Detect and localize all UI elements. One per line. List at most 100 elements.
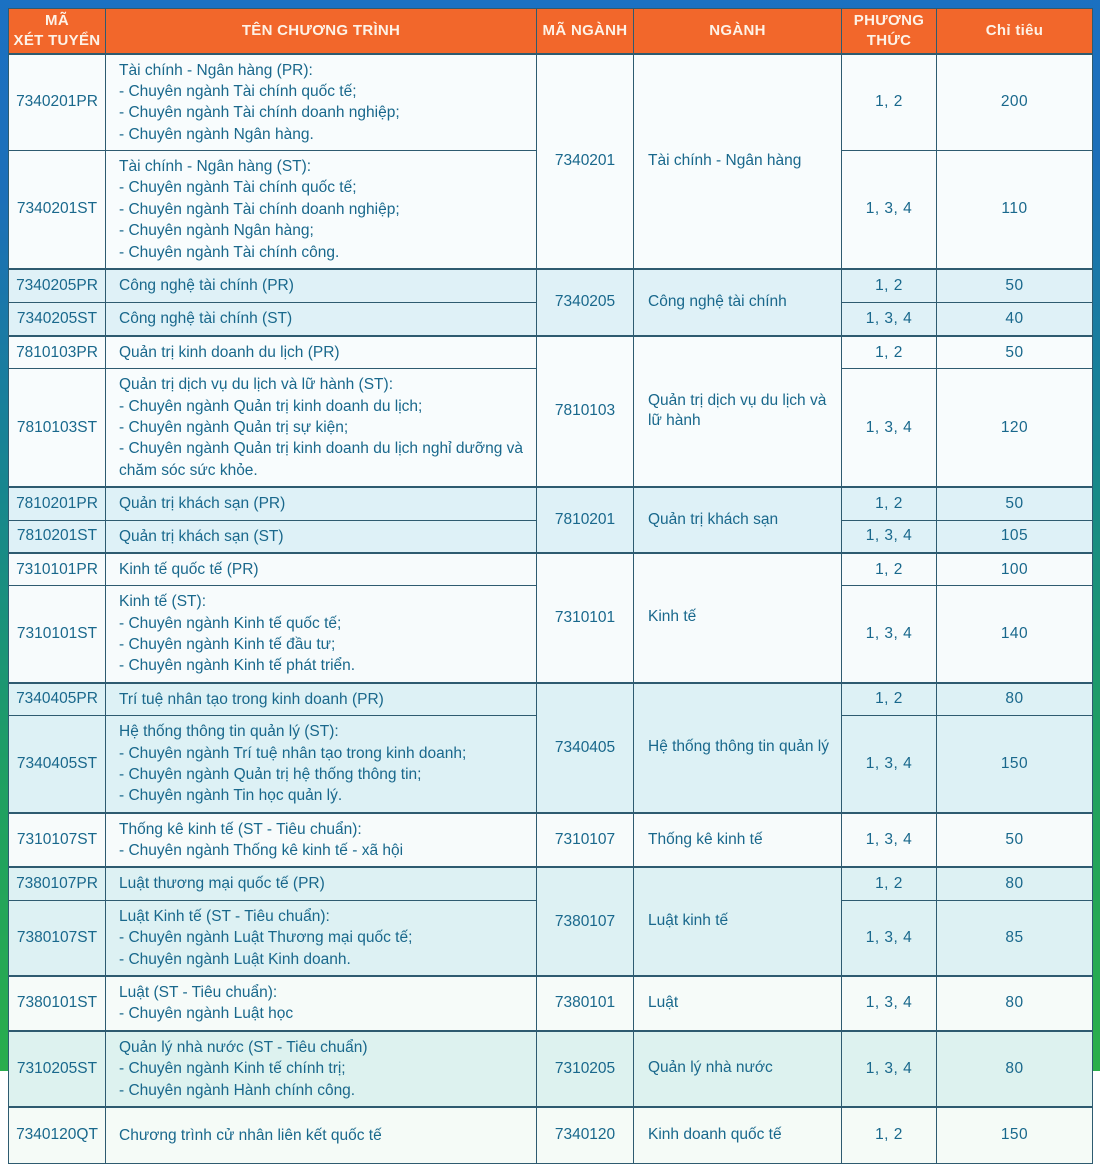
- quota-cell: 50: [936, 811, 1093, 868]
- admission-code-cell: 7340405PR: [8, 681, 106, 717]
- col-header-admission-code: MÃ XÉT TUYỂN: [8, 8, 106, 55]
- program-cell: Công nghệ tài chính (PR): [105, 267, 537, 304]
- major-cell: Thống kê kinh tế: [633, 811, 842, 868]
- major-cell: Luật kinh tế: [633, 866, 842, 977]
- table-row: 7340120QT Chương trình cử nhân liên kết …: [8, 1106, 1093, 1164]
- method-cell: 1, 3, 4: [841, 519, 937, 554]
- major-cell: Kinh tế: [633, 551, 842, 684]
- major-code-cell: 7810103: [536, 334, 634, 488]
- major-code-cell: 7310107: [536, 811, 634, 868]
- quota-cell: 150: [936, 715, 1093, 814]
- admission-code-cell: 7340120QT: [8, 1106, 106, 1164]
- method-cell: 1, 2: [841, 486, 937, 521]
- table-row: 7340405PR Trí tuệ nhân tạo trong kinh do…: [8, 681, 1093, 814]
- method-cell: 1, 3, 4: [841, 1029, 937, 1108]
- program-cell: Tài chính - Ngân hàng (PR): - Chuyên ngà…: [105, 52, 537, 151]
- major-cell: Quản trị dịch vụ du lịch và lữ hành: [633, 334, 842, 488]
- admission-code-cell: 7340201ST: [8, 149, 106, 270]
- admission-code-cell: 7310101ST: [8, 585, 106, 684]
- header-row: MÃ XÉT TUYỂN TÊN CHƯƠNG TRÌNH MÃ NGÀNH N…: [8, 8, 1093, 55]
- major-code-cell: 7340405: [536, 681, 634, 814]
- quota-cell: 140: [936, 585, 1093, 684]
- table-row: 7340201PR Tài chính - Ngân hàng (PR): - …: [8, 52, 1093, 270]
- quota-cell: 150: [936, 1106, 1093, 1164]
- admission-code-cell: 7310107ST: [8, 811, 106, 868]
- quota-cell: 100: [936, 551, 1093, 587]
- major-cell: Công nghệ tài chính: [633, 267, 842, 337]
- method-cell: 1, 2: [841, 681, 937, 717]
- quota-cell: 50: [936, 267, 1093, 304]
- program-cell: Luật thương mại quốc tế (PR): [105, 866, 537, 901]
- method-cell: 1, 3, 4: [841, 899, 937, 977]
- table-row: 7380101ST Luật (ST - Tiêu chuẩn): - Chuy…: [8, 974, 1093, 1032]
- col-header-method: PHƯƠNG THỨC: [841, 8, 937, 55]
- admission-code-cell: 7380107PR: [8, 866, 106, 901]
- program-cell: Chương trình cử nhân liên kết quốc tế: [105, 1106, 537, 1164]
- quota-cell: 80: [936, 681, 1093, 717]
- method-cell: 1, 3, 4: [841, 811, 937, 868]
- admission-code-cell: 7310101PR: [8, 551, 106, 587]
- admission-code-cell: 7340201PR: [8, 52, 106, 151]
- col-header-major-code: MÃ NGÀNH: [536, 8, 634, 55]
- quota-cell: 40: [936, 302, 1093, 337]
- method-cell: 1, 3, 4: [841, 974, 937, 1032]
- program-cell: Quản trị dịch vụ du lịch và lữ hành (ST)…: [105, 368, 537, 488]
- major-code-cell: 7380107: [536, 866, 634, 977]
- method-cell: 1, 2: [841, 866, 937, 901]
- table-row: 7380107PR Luật thương mại quốc tế (PR) 7…: [8, 866, 1093, 977]
- program-cell: Công nghệ tài chính (ST): [105, 302, 537, 337]
- admission-code-cell: 7310205ST: [8, 1029, 106, 1108]
- major-code-cell: 7810201: [536, 486, 634, 554]
- method-cell: 1, 2: [841, 267, 937, 304]
- major-cell: Tài chính - Ngân hàng: [633, 52, 842, 270]
- admission-code-cell: 7380107ST: [8, 899, 106, 977]
- major-code-cell: 7340205: [536, 267, 634, 337]
- col-header-major: NGÀNH: [633, 8, 842, 55]
- table-row: 7810103PR Quản trị kinh doanh du lịch (P…: [8, 334, 1093, 488]
- method-cell: 1, 3, 4: [841, 149, 937, 270]
- admission-code-cell: 7380101ST: [8, 974, 106, 1032]
- major-code-cell: 7310205: [536, 1029, 634, 1108]
- major-code-cell: 7310101: [536, 551, 634, 684]
- quota-cell: 105: [936, 519, 1093, 554]
- quota-cell: 85: [936, 899, 1093, 977]
- table-row: 7810201PR Quản trị khách sạn (PR) 781020…: [8, 486, 1093, 554]
- quota-cell: 80: [936, 866, 1093, 901]
- table-row: 7310101ST Kinh tế (ST): - Chuyên ngành K…: [8, 585, 1093, 684]
- method-cell: 1, 2: [841, 1106, 937, 1164]
- table-row: 7310107ST Thống kê kinh tế (ST - Tiêu ch…: [8, 811, 1093, 868]
- table-row: 7810103ST Quản trị dịch vụ du lịch và lữ…: [8, 368, 1093, 488]
- quota-cell: 50: [936, 334, 1093, 370]
- program-cell: Quản trị khách sạn (ST): [105, 519, 537, 554]
- col-header-program-name: TÊN CHƯƠNG TRÌNH: [105, 8, 537, 55]
- program-cell: Quản lý nhà nước (ST - Tiêu chuẩn) - Chu…: [105, 1029, 537, 1108]
- admission-code-cell: 7810201PR: [8, 486, 106, 521]
- admission-code-cell: 7340205ST: [8, 302, 106, 337]
- admission-code-cell: 7340405ST: [8, 715, 106, 814]
- program-cell: Quản trị kinh doanh du lịch (PR): [105, 334, 537, 370]
- admission-code-cell: 7810103PR: [8, 334, 106, 370]
- major-cell: Hệ thống thông tin quản lý: [633, 681, 842, 814]
- program-cell: Trí tuệ nhân tạo trong kinh doanh (PR): [105, 681, 537, 717]
- table-row: 7340205PR Công nghệ tài chính (PR) 73402…: [8, 267, 1093, 337]
- program-cell: Kinh tế quốc tế (PR): [105, 551, 537, 587]
- quota-cell: 110: [936, 149, 1093, 270]
- method-cell: 1, 3, 4: [841, 368, 937, 488]
- major-code-cell: 7340120: [536, 1106, 634, 1164]
- major-cell: Kinh doanh quốc tế: [633, 1106, 842, 1164]
- major-code-cell: 7380101: [536, 974, 634, 1032]
- program-cell: Quản trị khách sạn (PR): [105, 486, 537, 521]
- major-cell: Quản lý nhà nước: [633, 1029, 842, 1108]
- major-cell: Quản trị khách sạn: [633, 486, 842, 554]
- col-header-quota: Chỉ tiêu: [936, 8, 1093, 55]
- program-cell: Hệ thống thông tin quản lý (ST): - Chuyê…: [105, 715, 537, 814]
- program-cell: Kinh tế (ST): - Chuyên ngành Kinh tế quố…: [105, 585, 537, 684]
- program-cell: Thống kê kinh tế (ST - Tiêu chuẩn): - Ch…: [105, 811, 537, 868]
- method-cell: 1, 2: [841, 551, 937, 587]
- quota-cell: 50: [936, 486, 1093, 521]
- method-cell: 1, 2: [841, 334, 937, 370]
- method-cell: 1, 2: [841, 52, 937, 151]
- quota-cell: 80: [936, 1029, 1093, 1108]
- admission-code-cell: 7340205PR: [8, 267, 106, 304]
- major-cell: Luật: [633, 974, 842, 1032]
